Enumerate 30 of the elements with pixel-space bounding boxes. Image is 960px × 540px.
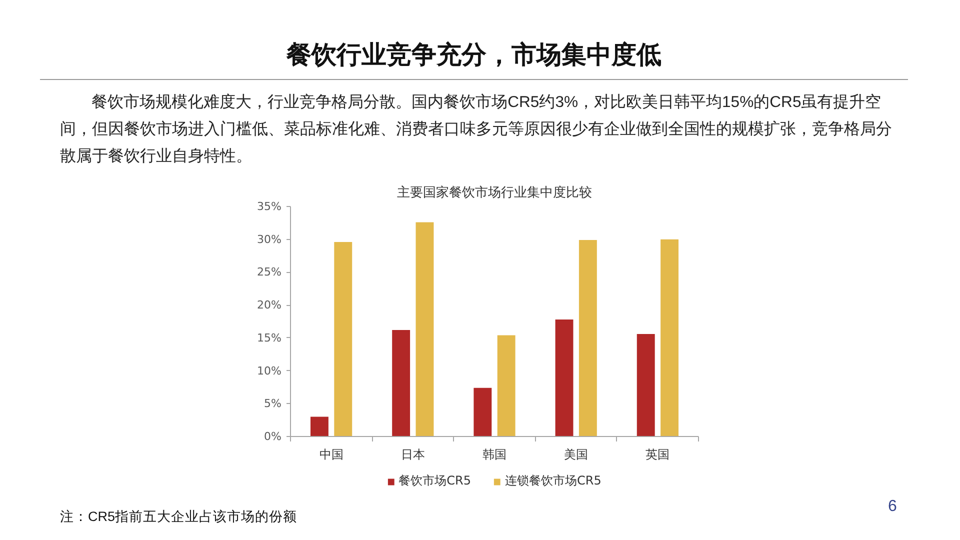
bar [334, 242, 352, 436]
x-tick-label: 英国 [646, 448, 670, 462]
chart-subtitle: 餐饮市场规模化难度大，行业竞争格局分散。国内餐饮市场CR5约3%，对比欧美日韩平均15%的CR5虽有提升空间，但因餐饮市场进入门槛低、菜品标准化难、消费者口味多元等原因很少有企业做到全国性的规模扩张，竞争格局分散属于餐饮行业自身特性。 [60, 92, 893, 167]
legend-label: 连锁餐饮市场CR5 [505, 472, 602, 490]
y-tick-label: 10% [257, 364, 282, 378]
text: 主要国家餐饮市场行业集中度比较 [397, 184, 592, 200]
bar [555, 320, 574, 436]
chart-title: 餐饮行业竞争充分，市场集中度低 [286, 40, 662, 71]
bar [392, 330, 410, 436]
bar [310, 416, 328, 436]
legend-label: 餐饮市场CR5 [398, 472, 471, 490]
x-tick-label: 美国 [564, 448, 588, 462]
y-tick-label: 30% [257, 232, 282, 246]
x-tick-label: 日本 [400, 448, 425, 462]
bar [636, 334, 655, 436]
y-tick-label: 35% [257, 200, 282, 213]
y-tick-label: 15% [257, 331, 282, 344]
y-tick-label: 25% [257, 266, 282, 279]
y-tick-label: 0% [264, 430, 282, 443]
text: 注：CR5指前五大企业占该市场的份额 [60, 508, 298, 526]
bar [416, 222, 434, 436]
bar [578, 240, 597, 436]
bar [497, 335, 516, 436]
y-tick-label: 5% [264, 397, 282, 410]
x-tick-label: 韩国 [482, 448, 506, 462]
text: 6 [888, 497, 897, 517]
x-tick-label: 中国 [319, 448, 344, 462]
bar [474, 388, 492, 436]
y-tick-label: 20% [257, 298, 282, 312]
bar [660, 239, 679, 436]
